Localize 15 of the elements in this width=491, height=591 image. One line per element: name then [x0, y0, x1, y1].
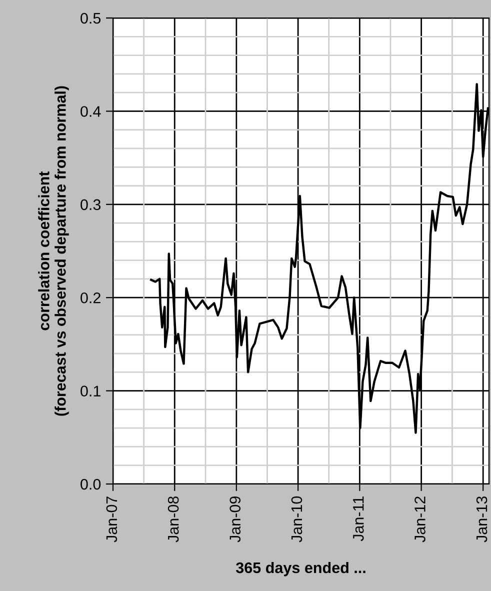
- x-tick-label: Jan-08: [168, 496, 179, 542]
- y-tick-label: 0.0: [80, 478, 101, 490]
- x-axis-title: 365 days ended ...: [236, 562, 366, 576]
- y-axis-title: correlation coefficient (forecast vs observed departure from normal): [38, 86, 69, 416]
- x-tick-label: Jan-09: [230, 496, 241, 542]
- y-tick-label: 0.5: [80, 12, 101, 24]
- x-tick-label: Jan-12: [414, 496, 426, 542]
- x-tick-label: Jan-13: [476, 496, 488, 542]
- y-tick-label: 0.2: [80, 292, 100, 304]
- x-tick-label: Jan-07: [106, 496, 118, 542]
- x-tick-label: Jan-10: [291, 496, 302, 542]
- y-tick-label: 0.1: [80, 386, 100, 396]
- x-tick-label: Jan-11: [353, 496, 364, 542]
- y-tick-label: 0.3: [80, 199, 101, 210]
- y-tick-label: 0.4: [80, 106, 101, 117]
